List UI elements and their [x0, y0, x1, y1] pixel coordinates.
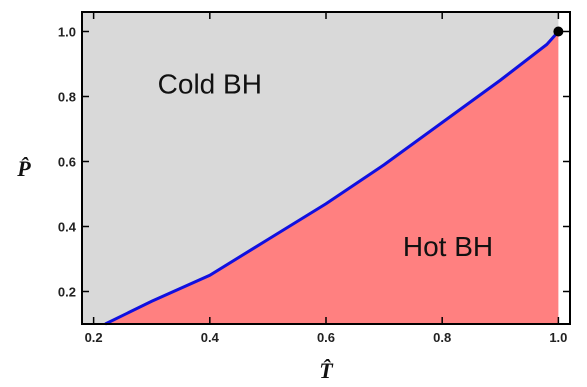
x-axis-ticks: 0.2 0.4 0.6 0.8 1.0: [85, 12, 567, 345]
hot-bh-region: [105, 31, 559, 324]
x-tick-label: 1.0: [549, 330, 567, 345]
hot-bh-label: Hot BH: [403, 231, 493, 262]
x-tick-label: 0.6: [317, 330, 335, 345]
x-tick-label: 0.8: [433, 330, 451, 345]
y-tick-label: 0.2: [58, 285, 76, 300]
x-tick-label: 0.2: [85, 330, 103, 345]
y-tick-label: 0.4: [58, 220, 77, 235]
x-axis-title: T̂: [319, 358, 334, 383]
x-tick-label: 0.4: [201, 330, 220, 345]
y-axis-ticks: 0.2 0.4 0.6 0.8 1.0: [58, 25, 570, 300]
coexistence-curve: [104, 30, 560, 326]
y-tick-label: 0.8: [58, 90, 76, 105]
cold-bh-region: [82, 12, 559, 324]
y-tick-label: 0.6: [58, 155, 76, 170]
cold-bh-label: Cold BH: [158, 69, 262, 100]
y-tick-label: 1.0: [58, 25, 76, 40]
y-axis-title: P̂: [16, 156, 31, 181]
critical-point: [553, 26, 564, 37]
